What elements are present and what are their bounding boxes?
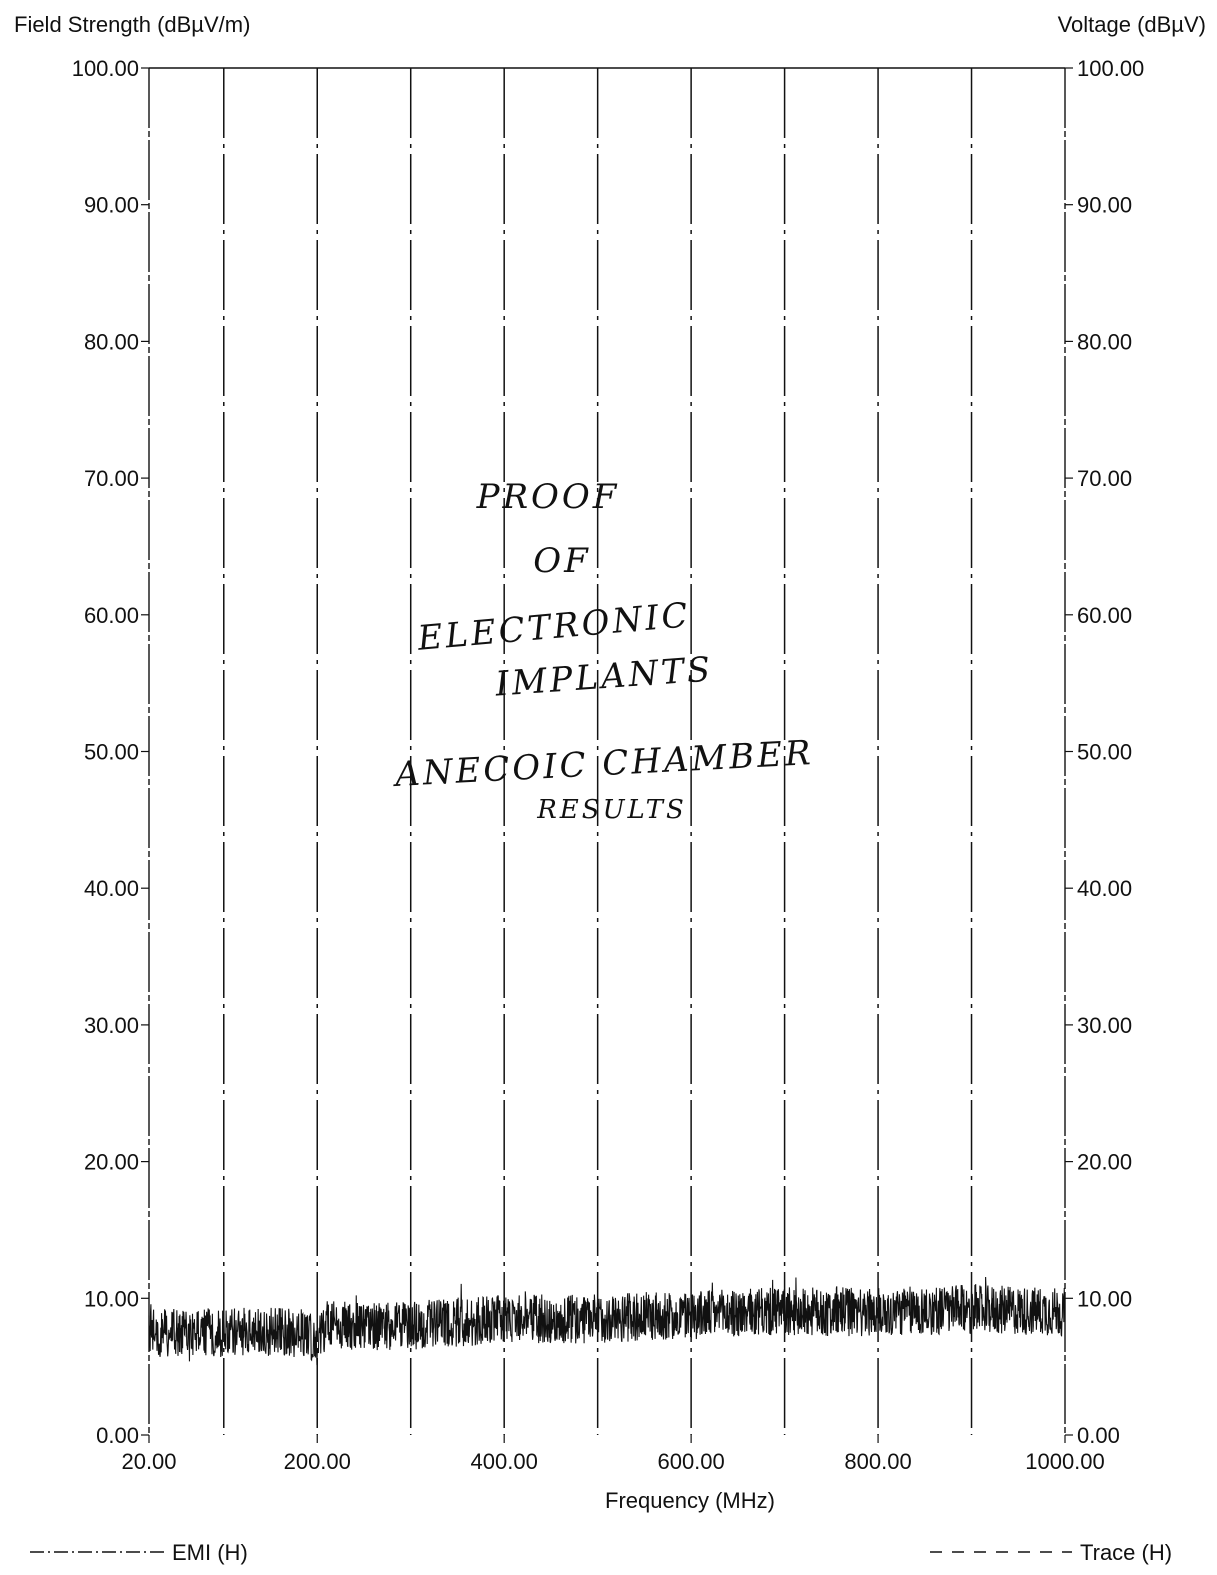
y-tick-label-left: 30.00 [84, 1013, 139, 1038]
y-axis-ticks: 0.00 0.00 10.00 10.00 20.00 20.00 30.00 30.00 40… [72, 56, 1145, 1448]
annotation-line-3: ELECTRONIC [415, 595, 692, 659]
y-tick-label-left: 10.00 [84, 1286, 139, 1311]
y-axis-title-left: Field Strength (dBµV/m) [14, 12, 250, 37]
annotation-line-6: RESULTS [536, 795, 687, 825]
x-tick-label: 400.00 [471, 1449, 538, 1474]
x-tick-label: 600.00 [657, 1449, 724, 1474]
y-tick-label-left: 90.00 [84, 193, 139, 218]
x-axis-title: Frequency (MHz) [605, 1488, 775, 1513]
annotation-line-5: ANECOIC CHAMBER [391, 733, 814, 795]
annotation-line-1: PROOF [476, 477, 620, 517]
y-tick-label-left: 40.00 [84, 876, 139, 901]
vertical-gridlines [223, 68, 973, 1435]
series-group [148, 1277, 1066, 1366]
y-tick-label-right: 80.00 [1077, 329, 1132, 354]
y-tick-label-right: 70.00 [1077, 466, 1132, 491]
legend-label-trace: Trace (H) [1080, 1540, 1172, 1565]
y-tick-label-right: 40.00 [1077, 876, 1132, 901]
y-tick-label-left: 20.00 [84, 1150, 139, 1175]
annotation-line-4: IMPLANTS [493, 649, 714, 704]
y-tick-label-left: 70.00 [84, 466, 139, 491]
x-tick-label: 1000.00 [1025, 1449, 1105, 1474]
y-tick-label-left: 60.00 [84, 603, 139, 628]
x-tick-label: 200.00 [284, 1449, 351, 1474]
y-tick-label-left: 0.00 [96, 1423, 139, 1448]
legend: EMI (H) Trace (H) [30, 1540, 1172, 1565]
y-tick-label-right: 100.00 [1077, 56, 1144, 81]
y-tick-label-left: 80.00 [84, 329, 139, 354]
x-tick-label: 800.00 [844, 1449, 911, 1474]
y-tick-label-right: 30.00 [1077, 1013, 1132, 1038]
y-tick-label-right: 60.00 [1077, 603, 1132, 628]
handwritten-annotation: PROOF OF ELECTRONIC IMPLANTS ANECOIC CHA… [391, 477, 814, 825]
x-tick-label: 20.00 [121, 1449, 176, 1474]
series-trace-line [148, 1277, 1066, 1366]
y-tick-label-right: 10.00 [1077, 1286, 1132, 1311]
y-tick-label-right: 0.00 [1077, 1423, 1120, 1448]
y-tick-label-left: 50.00 [84, 740, 139, 765]
legend-label-emi: EMI (H) [172, 1540, 248, 1565]
y-tick-label-left: 100.00 [72, 56, 139, 81]
y-axis-title-right: Voltage (dBµV) [1058, 12, 1206, 37]
y-tick-label-right: 20.00 [1077, 1150, 1132, 1175]
x-axis-ticks: 20.00 200.00 400.00 600.00 800.00 1000.00 [121, 1435, 1105, 1474]
y-tick-label-right: 50.00 [1077, 740, 1132, 765]
annotation-line-2: OF [533, 541, 590, 581]
y-tick-label-right: 90.00 [1077, 193, 1132, 218]
